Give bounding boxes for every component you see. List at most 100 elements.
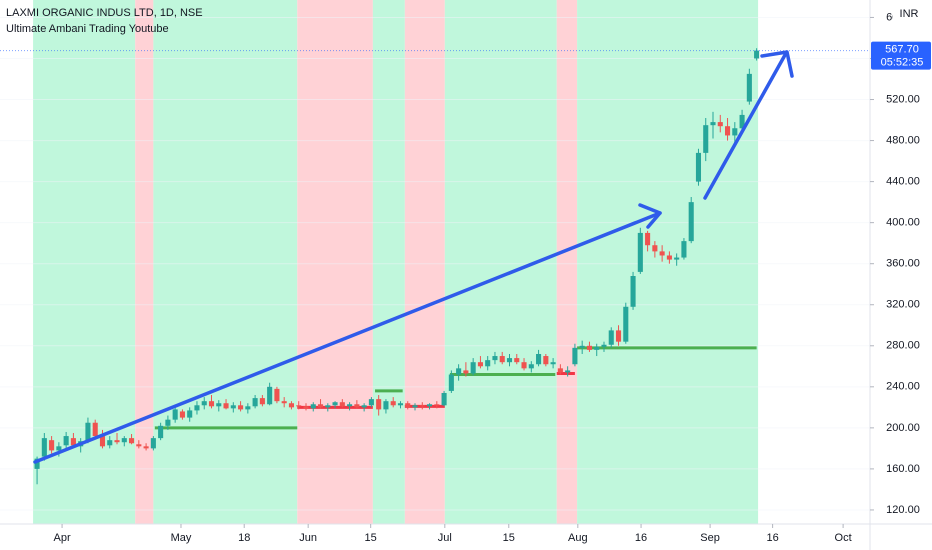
candle-body bbox=[572, 347, 578, 365]
candle-body bbox=[41, 438, 47, 457]
candle bbox=[332, 401, 338, 409]
candle-body bbox=[208, 401, 215, 407]
candle-body bbox=[608, 330, 614, 345]
candle bbox=[565, 366, 571, 377]
currency-label: INR bbox=[900, 8, 919, 20]
candle-body bbox=[158, 425, 164, 439]
candle bbox=[143, 443, 149, 451]
candle bbox=[637, 227, 643, 274]
candle-body bbox=[310, 404, 316, 409]
x-tick-label: Jun bbox=[299, 532, 317, 544]
x-tick-label: 15 bbox=[365, 532, 377, 544]
candle bbox=[688, 197, 694, 244]
candle-body bbox=[615, 330, 622, 342]
candle bbox=[288, 401, 294, 410]
candle bbox=[223, 399, 229, 410]
candle bbox=[615, 325, 622, 346]
x-tick-label: Apr bbox=[54, 532, 71, 544]
candle bbox=[536, 349, 542, 367]
candle bbox=[158, 422, 164, 441]
candle-body bbox=[717, 122, 723, 127]
candle-body bbox=[296, 405, 302, 407]
candle-body bbox=[281, 401, 287, 404]
candle-body bbox=[528, 364, 534, 369]
candle bbox=[208, 395, 215, 409]
candle-body bbox=[99, 436, 106, 447]
candle bbox=[49, 436, 55, 454]
candle bbox=[354, 400, 360, 409]
x-tick-label: 15 bbox=[503, 532, 515, 544]
candle-body bbox=[49, 440, 55, 451]
candle bbox=[463, 362, 469, 377]
candle-body bbox=[470, 362, 476, 374]
candle-body bbox=[594, 346, 600, 350]
candle bbox=[623, 302, 629, 344]
candle bbox=[230, 402, 236, 413]
candle bbox=[485, 356, 491, 371]
candle bbox=[405, 401, 411, 410]
zone bbox=[577, 0, 759, 524]
candle bbox=[521, 358, 527, 371]
candle-body bbox=[601, 344, 607, 347]
candle-body bbox=[150, 438, 156, 449]
candle-body bbox=[499, 356, 505, 363]
candle bbox=[85, 417, 91, 444]
candle-body bbox=[674, 257, 680, 260]
chart-title: LAXMI ORGANIC INDUS LTD, 1D, NSE bbox=[6, 7, 203, 19]
candle-body bbox=[383, 401, 389, 410]
candle-body bbox=[405, 403, 411, 408]
y-tick-label: 280.00 bbox=[886, 340, 920, 352]
candle bbox=[172, 405, 178, 423]
candle-body bbox=[521, 362, 527, 369]
candle-body bbox=[354, 404, 360, 408]
candle-body bbox=[666, 255, 672, 260]
candle-body bbox=[536, 353, 542, 365]
y-tick-label: 320.00 bbox=[886, 299, 920, 311]
candle-body bbox=[317, 404, 324, 408]
candle-body bbox=[703, 125, 709, 153]
candle-body bbox=[746, 73, 752, 102]
candle-body bbox=[339, 402, 345, 407]
candle bbox=[216, 400, 222, 412]
candle bbox=[92, 419, 98, 439]
candle bbox=[41, 432, 47, 461]
candle bbox=[121, 436, 127, 447]
candle bbox=[427, 403, 433, 410]
candle bbox=[259, 395, 265, 407]
candle-body bbox=[85, 422, 91, 441]
candle-body bbox=[201, 401, 207, 406]
zone bbox=[297, 0, 373, 524]
candle bbox=[506, 353, 513, 367]
candle bbox=[179, 409, 185, 420]
trend-arrow bbox=[33, 211, 662, 464]
x-tick-label: 18 bbox=[238, 532, 250, 544]
candle bbox=[550, 358, 556, 369]
zone bbox=[404, 0, 445, 524]
candle-body bbox=[70, 438, 76, 446]
candle bbox=[63, 431, 69, 451]
candle bbox=[695, 148, 702, 186]
candle-body bbox=[681, 241, 687, 258]
candle bbox=[201, 397, 207, 410]
candle-body bbox=[565, 370, 571, 373]
candle-body bbox=[579, 345, 585, 348]
plot-area bbox=[0, 0, 870, 524]
candle bbox=[368, 397, 374, 408]
candle-body bbox=[332, 402, 338, 406]
chart-subtitle: Ultimate Ambani Trading Youtube bbox=[6, 23, 169, 35]
candle bbox=[383, 399, 389, 414]
candle bbox=[579, 340, 585, 354]
candle-body bbox=[34, 458, 40, 469]
candle bbox=[543, 353, 549, 367]
zone bbox=[372, 0, 405, 524]
candle-body bbox=[172, 409, 178, 420]
candle bbox=[477, 356, 483, 369]
candle bbox=[267, 382, 273, 406]
arrow-head bbox=[638, 203, 662, 229]
candle-body bbox=[274, 388, 280, 402]
last-price-label: 567.70 bbox=[885, 43, 919, 55]
candle bbox=[99, 429, 106, 449]
candle bbox=[666, 251, 672, 264]
candle-body bbox=[397, 403, 404, 406]
candle bbox=[296, 401, 302, 410]
